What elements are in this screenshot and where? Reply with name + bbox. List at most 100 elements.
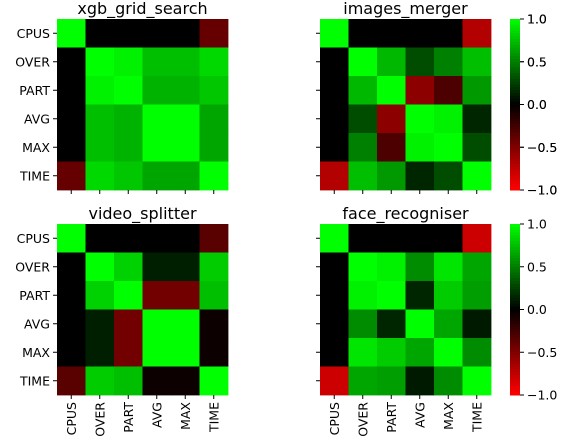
heatmap-cell-max-cpus [57, 338, 86, 367]
heatmap-cell-time-cpus [57, 161, 86, 191]
heatmap-cell-cpus-avg [142, 19, 172, 48]
colorbar-segment [510, 340, 520, 345]
heatmap-cell-part-part [114, 281, 143, 310]
heatmap-cell-max-time [199, 338, 229, 367]
heatmap-cell-time-cpus [320, 161, 349, 191]
colorbar-segment [510, 249, 520, 253]
heatmap-cell-over-cpus [57, 252, 86, 282]
heatmap-cell-avg-time [462, 104, 492, 134]
heatmap-cell-max-part [114, 133, 143, 162]
colorbar-segment [510, 93, 520, 97]
colorbar-segment [510, 275, 520, 279]
x-tick-label: MAX [441, 402, 456, 430]
heatmap-cell-part-time [462, 281, 492, 310]
heatmap-cell-over-part [377, 252, 406, 282]
heatmap-cell-cpus-cpus [57, 19, 86, 48]
heatmap-cell-part-over [348, 76, 378, 105]
y-tick-label: TIME [19, 168, 50, 183]
colorbar-segment [510, 152, 520, 157]
heatmap-cell-time-time [462, 366, 492, 396]
heatmap-cell-cpus-over [85, 19, 115, 48]
heatmap-cell-max-time [462, 338, 492, 367]
heatmap-cell-over-cpus [320, 47, 349, 77]
heatmap-cell-part-over [348, 281, 378, 310]
colorbar-tick-label: −1.0 [527, 183, 557, 198]
colorbar-segment [510, 306, 520, 310]
colorbar-segment [510, 389, 520, 393]
heatmap-cell-cpus-cpus [320, 224, 349, 253]
heatmap-cell-over-max [171, 47, 200, 77]
heatmap-cell-max-avg [405, 338, 435, 367]
heatmap-cell-max-time [462, 133, 492, 162]
colorbar-segment [510, 303, 520, 308]
colorbar-segment [510, 318, 520, 322]
heatmap-cell-max-time [199, 133, 229, 162]
colorbar-tick-label: −0.5 [527, 345, 557, 360]
heatmap-cell-cpus-time [462, 19, 492, 48]
y-tick-label: CPUS [17, 231, 50, 246]
x-tick-label: OVER [355, 402, 370, 437]
y-tick-label: OVER [15, 259, 50, 274]
heatmap-cell-time-time [199, 366, 229, 396]
colorbar-segment [510, 241, 520, 245]
colorbar-segment [510, 263, 520, 268]
colorbar-segment [510, 30, 520, 34]
heatmap-cell-max-part [377, 338, 406, 367]
colorbar-segment [510, 375, 520, 379]
colorbar-segment [510, 320, 520, 325]
heatmap-cell-avg-max [171, 104, 200, 134]
heatmap-cell-avg-avg [405, 104, 435, 134]
heatmap-cell-time-part [377, 366, 406, 396]
colorbar-segment [510, 372, 520, 376]
colorbar-segment [510, 170, 520, 174]
heatmap-cell-part-time [199, 281, 229, 310]
heatmap-cell-avg-part [377, 104, 406, 134]
heatmap-cell-over-over [85, 47, 115, 77]
colorbar-segment [510, 360, 520, 365]
colorbar-segment [510, 272, 520, 276]
colorbar-segment [510, 238, 520, 242]
heatmap-cell-max-over [348, 133, 378, 162]
colorbar-segment [510, 164, 520, 168]
heatmap-cell-time-max [434, 161, 463, 191]
y-tick-label: MAX [22, 345, 50, 360]
colorbar-segment [510, 323, 520, 328]
heatmap-cell-over-time [199, 47, 229, 77]
heatmap-cell-time-avg [405, 161, 435, 191]
colorbar-segment [510, 355, 520, 359]
heatmap-cell-part-over [85, 76, 115, 105]
heatmap-cell-max-part [377, 133, 406, 162]
heatmap-panel-face_recogniser: face_recogniser CPUS OVER PART AVG MAX TIME [316, 204, 492, 437]
heatmap-cell-cpus-part [377, 224, 406, 253]
heatmap-cell-over-avg [405, 47, 435, 77]
heatmap-cell-cpus-part [377, 19, 406, 48]
heatmap-cell-cpus-time [462, 224, 492, 253]
heatmap-cell-over-time [462, 47, 492, 77]
colorbar-segment [510, 281, 520, 285]
colorbar-segment [510, 246, 520, 251]
heatmap-cell-over-cpus [57, 47, 86, 77]
colorbar-segment [510, 178, 520, 182]
colorbar-segment [510, 300, 520, 305]
heatmap-cell-part-avg [142, 76, 172, 105]
colorbar-segment [510, 76, 520, 80]
heatmap-cell-cpus-max [171, 224, 200, 253]
colorbar-segment [510, 150, 520, 154]
y-tick-label: TIME [19, 373, 50, 388]
heatmap-cell-max-part [114, 338, 143, 367]
colorbar-segment [510, 181, 520, 185]
heatmap-cell-max-cpus [320, 338, 349, 367]
colorbar-segment [510, 161, 520, 165]
panel-title: video_splitter [88, 204, 196, 224]
heatmap-cell-time-over [348, 161, 378, 191]
heatmap-cell-over-part [114, 47, 143, 77]
colorbar-segment [510, 252, 520, 256]
colorbar-tick-label: 0.0 [527, 97, 547, 112]
y-tick-label: CPUS [17, 26, 50, 41]
heatmap-cell-part-max [171, 281, 200, 310]
colorbar-segment [510, 84, 520, 88]
colorbar-tick-label: 0.0 [527, 302, 547, 317]
heatmap-cell-over-over [348, 47, 378, 77]
colorbar-segment [510, 229, 520, 234]
colorbar-segment [510, 118, 520, 123]
